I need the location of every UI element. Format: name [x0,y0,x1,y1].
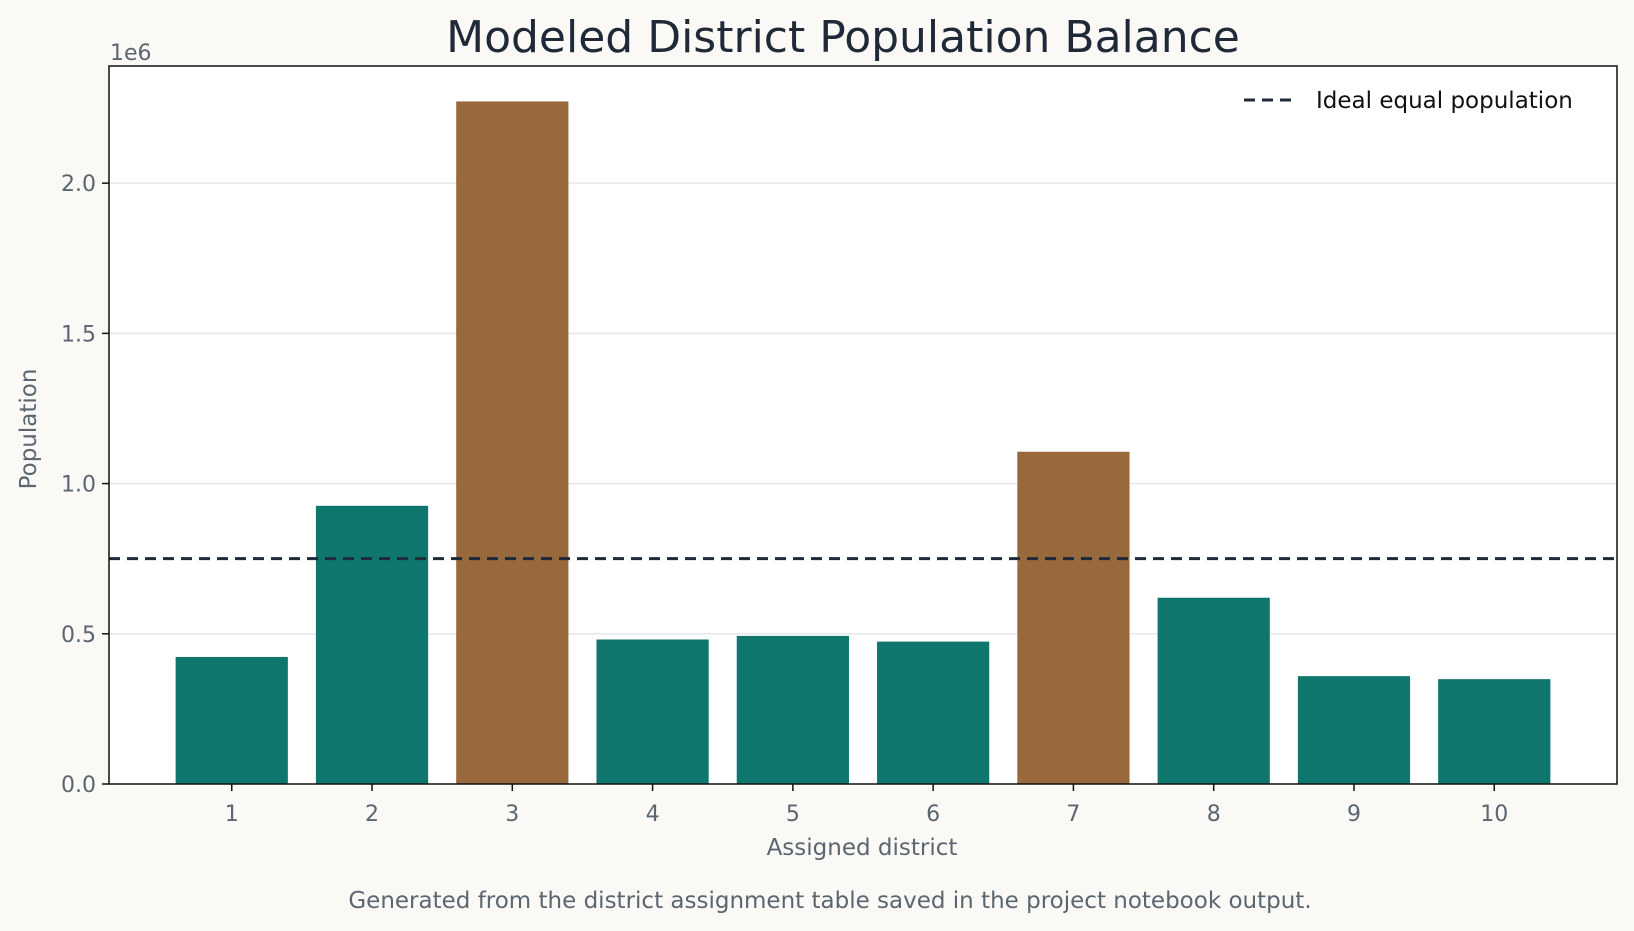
x-tick-label: 4 [646,802,660,827]
bar-district-5 [736,635,849,784]
bars [175,101,1551,785]
y-tick-label: 0.0 [61,773,96,798]
y-tick-label: 0.5 [61,623,96,648]
bar-district-1 [175,656,288,784]
y-axis-label: Population [16,369,42,490]
bar-district-10 [1438,679,1551,784]
x-tick-label: 5 [786,802,800,827]
y-axis-offset-label: 1e6 [110,41,152,66]
x-tick-label: 9 [1347,802,1361,827]
chart-caption: Generated from the district assignment t… [348,888,1311,914]
x-tick-label: 1 [225,802,239,827]
x-tick-label: 3 [505,802,519,827]
bar-district-4 [596,639,709,784]
x-tick-label: 6 [926,802,940,827]
y-tick-label: 2.0 [61,172,96,197]
bar-district-7 [1017,451,1130,784]
y-axis-ticks: 0.0 0.5 1.0 1.5 2.0 [61,172,109,798]
x-tick-label: 7 [1066,802,1080,827]
bar-district-9 [1297,676,1411,784]
x-tick-label: 8 [1207,802,1221,827]
x-axis-label: Assigned district [767,835,958,861]
bar-district-6 [877,641,990,784]
chart-title: Modeled District Population Balance [446,12,1240,63]
y-tick-label: 1.5 [61,322,96,347]
legend-label: Ideal equal population [1316,88,1573,114]
x-tick-label: 2 [365,802,379,827]
x-tick-label: 10 [1480,802,1508,827]
bar-district-8 [1157,597,1270,784]
plot-frame [108,65,1618,785]
bar-district-2 [315,505,429,784]
x-axis-ticks: 1 2 3 4 5 6 7 8 9 10 [225,784,1508,827]
legend: Ideal equal population [1244,88,1573,114]
bar-district-3 [456,101,569,785]
y-tick-label: 1.0 [61,473,96,498]
